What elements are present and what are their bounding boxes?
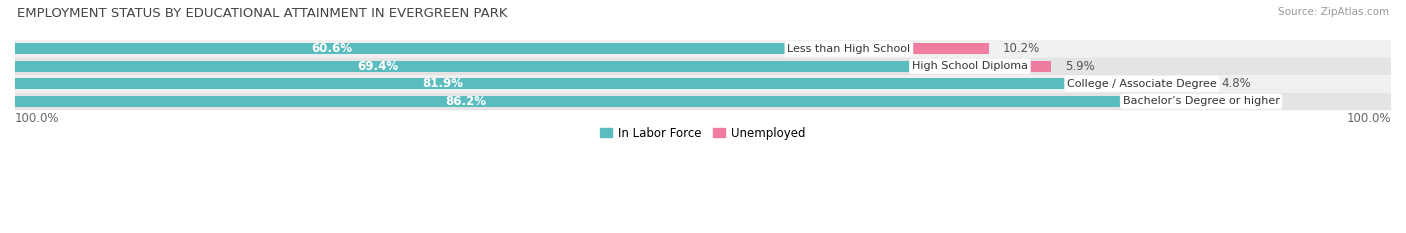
Bar <box>1142 79 1208 89</box>
Text: EMPLOYMENT STATUS BY EDUCATIONAL ATTAINMENT IN EVERGREEN PARK: EMPLOYMENT STATUS BY EDUCATIONAL ATTAINM… <box>17 7 508 20</box>
Text: 10.2%: 10.2% <box>1002 42 1040 55</box>
Text: 4.8%: 4.8% <box>1222 77 1251 90</box>
Text: 1.9%: 1.9% <box>1241 95 1271 108</box>
Text: Less than High School: Less than High School <box>787 44 911 54</box>
Text: 100.0%: 100.0% <box>1347 112 1391 125</box>
Bar <box>15 61 970 72</box>
FancyBboxPatch shape <box>15 93 1391 110</box>
Text: 81.9%: 81.9% <box>423 77 464 90</box>
Bar <box>970 61 1052 72</box>
Text: 100.0%: 100.0% <box>15 112 59 125</box>
Text: 69.4%: 69.4% <box>357 60 398 73</box>
Text: Source: ZipAtlas.com: Source: ZipAtlas.com <box>1278 7 1389 17</box>
Text: College / Associate Degree: College / Associate Degree <box>1067 79 1216 89</box>
Bar <box>849 43 990 54</box>
FancyBboxPatch shape <box>15 58 1391 75</box>
Bar <box>15 96 1201 107</box>
Bar <box>15 79 1142 89</box>
Text: High School Diploma: High School Diploma <box>912 61 1028 71</box>
Text: 60.6%: 60.6% <box>311 42 353 55</box>
Bar <box>15 43 849 54</box>
FancyBboxPatch shape <box>15 75 1391 93</box>
Text: 5.9%: 5.9% <box>1064 60 1095 73</box>
Text: Bachelor’s Degree or higher: Bachelor’s Degree or higher <box>1122 96 1279 106</box>
Bar <box>1201 96 1227 107</box>
Legend: In Labor Force, Unemployed: In Labor Force, Unemployed <box>596 122 810 144</box>
FancyBboxPatch shape <box>15 40 1391 58</box>
Text: 86.2%: 86.2% <box>446 95 486 108</box>
